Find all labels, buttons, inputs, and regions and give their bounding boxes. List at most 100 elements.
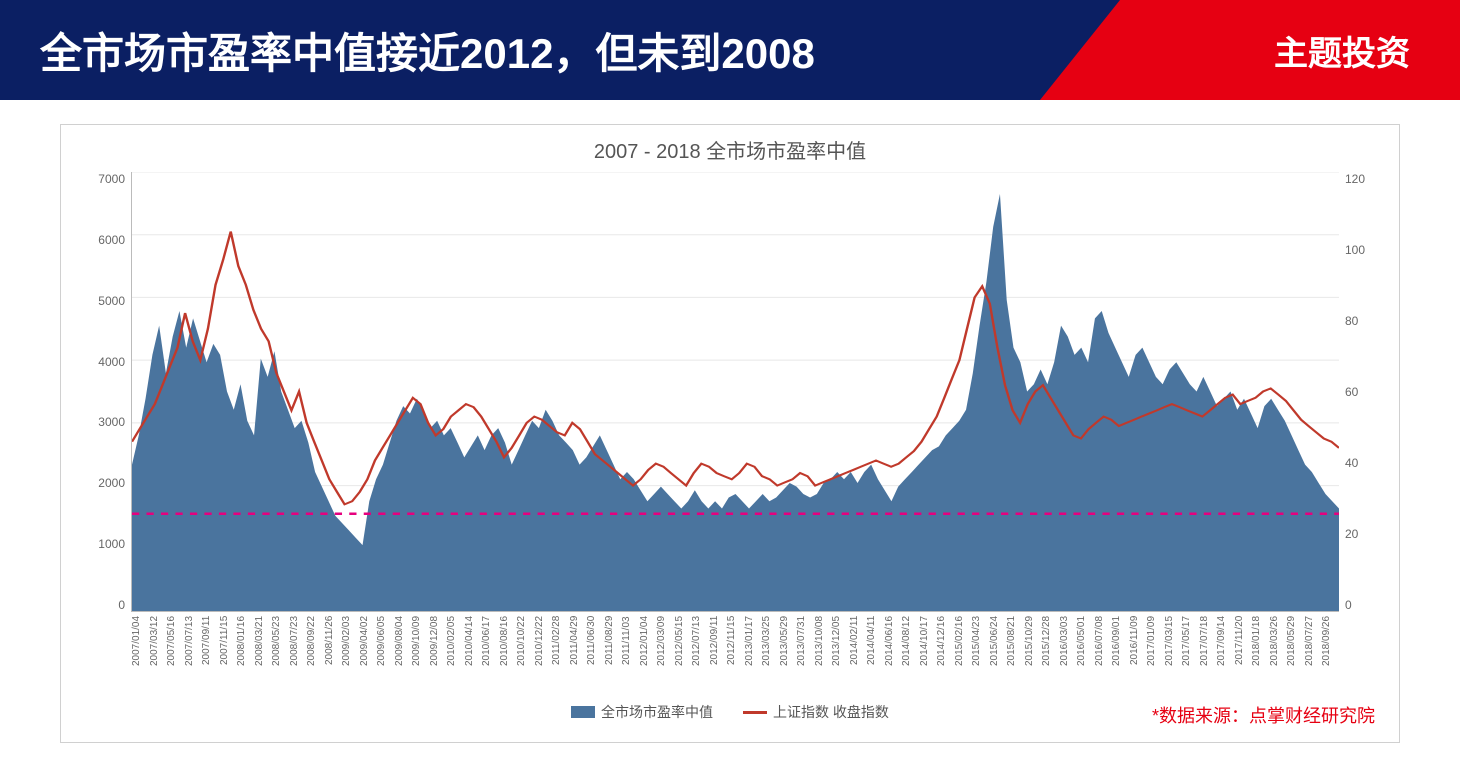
slide-badge-text: 主题投资 <box>1274 26 1410 75</box>
x-tick: 2018/01/18 <box>1251 616 1269 696</box>
x-tick: 2010/12/22 <box>534 616 552 696</box>
x-tick: 2010/06/17 <box>481 616 499 696</box>
x-tick: 2011/11/03 <box>621 616 639 696</box>
x-tick: 2015/08/21 <box>1006 616 1024 696</box>
legend-swatch-line <box>743 711 767 714</box>
x-tick: 2007/11/15 <box>219 616 237 696</box>
x-tick: 2009/10/09 <box>411 616 429 696</box>
x-tick: 2007/09/11 <box>201 616 219 696</box>
x-tick: 2011/04/29 <box>569 616 587 696</box>
source-note: *数据来源：点掌财经研究院 <box>1152 702 1375 728</box>
x-tick: 2018/05/29 <box>1286 616 1304 696</box>
x-tick: 2009/06/05 <box>376 616 394 696</box>
y-axis-right: 120 100 80 60 40 20 0 <box>1339 172 1379 612</box>
x-tick: 2014/04/11 <box>866 616 884 696</box>
slide-badge-bg: 主题投资 <box>1040 0 1460 100</box>
legend-label-area: 全市场市盈率中值 <box>601 702 713 722</box>
y-left-tick: 7000 <box>98 172 125 186</box>
x-tick: 2007/05/16 <box>166 616 184 696</box>
x-tick: 2008/11/26 <box>324 616 342 696</box>
x-tick: 2013/03/25 <box>761 616 779 696</box>
y-left-tick: 2000 <box>98 476 125 490</box>
x-tick: 2017/11/20 <box>1234 616 1252 696</box>
slide-title: 全市场市盈率中值接近2012，但未到2008 <box>40 20 815 81</box>
x-tick: 2012/03/09 <box>656 616 674 696</box>
x-tick: 2014/12/16 <box>936 616 954 696</box>
x-tick: 2008/03/21 <box>254 616 272 696</box>
x-tick: 2014/02/11 <box>849 616 867 696</box>
slide-header: 全市场市盈率中值接近2012，但未到2008 主题投资 <box>0 0 1460 100</box>
x-tick: 2015/04/23 <box>971 616 989 696</box>
x-tick: 2008/05/23 <box>271 616 289 696</box>
x-tick: 2012/01/04 <box>639 616 657 696</box>
x-tick: 2017/03/15 <box>1164 616 1182 696</box>
plot-row: 7000 6000 5000 4000 3000 2000 1000 0 120 100 80 60… <box>81 172 1379 612</box>
y-right-tick: 40 <box>1345 456 1358 470</box>
y-right-tick: 20 <box>1345 527 1358 541</box>
x-axis: 2007/01/042007/03/122007/05/162007/07/13… <box>131 616 1339 696</box>
x-tick: 2015/02/16 <box>954 616 972 696</box>
x-tick: 2013/07/31 <box>796 616 814 696</box>
x-tick: 2007/07/13 <box>184 616 202 696</box>
x-tick: 2008/01/16 <box>236 616 254 696</box>
y-right-tick: 80 <box>1345 314 1358 328</box>
x-tick: 2008/07/23 <box>289 616 307 696</box>
chart-svg <box>132 172 1339 611</box>
x-tick: 2018/03/26 <box>1269 616 1287 696</box>
x-tick: 2016/11/09 <box>1129 616 1147 696</box>
legend-item-line: 上证指数 收盘指数 <box>743 702 889 722</box>
x-tick: 2016/05/01 <box>1076 616 1094 696</box>
legend-item-area: 全市场市盈率中值 <box>571 702 713 722</box>
y-left-tick: 3000 <box>98 415 125 429</box>
y-left-tick: 4000 <box>98 355 125 369</box>
chart-container: 2007 - 2018 全市场市盈率中值 7000600050004000300… <box>60 124 1400 743</box>
x-tick: 2010/10/22 <box>516 616 534 696</box>
y-right-tick: 120 <box>1345 172 1365 186</box>
area-series <box>132 194 1339 611</box>
y-left-tick: 6000 <box>98 233 125 247</box>
x-tick: 2007/01/04 <box>131 616 149 696</box>
x-tick: 2017/09/14 <box>1216 616 1234 696</box>
y-left-tick: 1000 <box>98 537 125 551</box>
y-right-tick: 0 <box>1345 598 1352 612</box>
x-tick: 2016/09/01 <box>1111 616 1129 696</box>
x-tick: 2013/12/05 <box>831 616 849 696</box>
x-tick: 2009/08/04 <box>394 616 412 696</box>
x-tick: 2014/08/12 <box>901 616 919 696</box>
x-tick: 2007/03/12 <box>149 616 167 696</box>
x-tick: 2009/04/02 <box>359 616 377 696</box>
x-tick: 2017/05/17 <box>1181 616 1199 696</box>
x-tick: 2012/11/15 <box>726 616 744 696</box>
x-tick: 2011/08/29 <box>604 616 622 696</box>
y-left-tick: 5000 <box>98 294 125 308</box>
x-tick: 2015/06/24 <box>989 616 1007 696</box>
x-tick: 2018/09/26 <box>1321 616 1339 696</box>
x-tick: 2013/05/29 <box>779 616 797 696</box>
y-axis-left: 7000 6000 5000 4000 3000 2000 1000 0 <box>81 172 131 612</box>
x-tick: 2015/12/28 <box>1041 616 1059 696</box>
x-tick: 2012/09/11 <box>709 616 727 696</box>
x-tick: 2010/04/14 <box>464 616 482 696</box>
x-tick: 2014/10/17 <box>919 616 937 696</box>
x-tick: 2009/02/03 <box>341 616 359 696</box>
x-tick: 2011/02/28 <box>551 616 569 696</box>
x-tick: 2014/06/16 <box>884 616 902 696</box>
x-tick: 2012/07/13 <box>691 616 709 696</box>
x-tick: 2010/02/05 <box>446 616 464 696</box>
x-tick: 2010/08/16 <box>499 616 517 696</box>
y-left-tick: 0 <box>118 598 125 612</box>
x-tick: 2017/07/18 <box>1199 616 1217 696</box>
x-tick: 2016/07/08 <box>1094 616 1112 696</box>
x-tick: 2013/10/08 <box>814 616 832 696</box>
x-tick: 2012/05/15 <box>674 616 692 696</box>
x-tick: 2015/10/29 <box>1024 616 1042 696</box>
x-tick: 2013/01/17 <box>744 616 762 696</box>
x-tick: 2017/01/09 <box>1146 616 1164 696</box>
x-tick: 2011/06/30 <box>586 616 604 696</box>
x-tick: 2008/09/22 <box>306 616 324 696</box>
legend-label-line: 上证指数 收盘指数 <box>773 702 889 722</box>
x-tick: 2018/07/27 <box>1304 616 1322 696</box>
y-right-tick: 100 <box>1345 243 1365 257</box>
y-right-tick: 60 <box>1345 385 1358 399</box>
chart-title: 2007 - 2018 全市场市盈率中值 <box>81 135 1379 164</box>
